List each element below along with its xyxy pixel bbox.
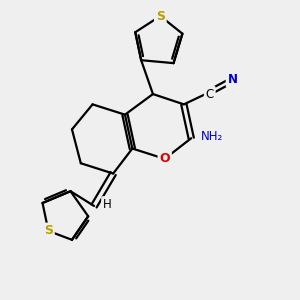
Text: NH₂: NH₂ xyxy=(201,130,223,143)
Text: H: H xyxy=(103,198,112,211)
Text: S: S xyxy=(156,10,165,22)
Text: O: O xyxy=(159,152,170,165)
Text: C: C xyxy=(206,88,214,100)
Text: S: S xyxy=(44,224,53,238)
Text: N: N xyxy=(227,73,237,86)
